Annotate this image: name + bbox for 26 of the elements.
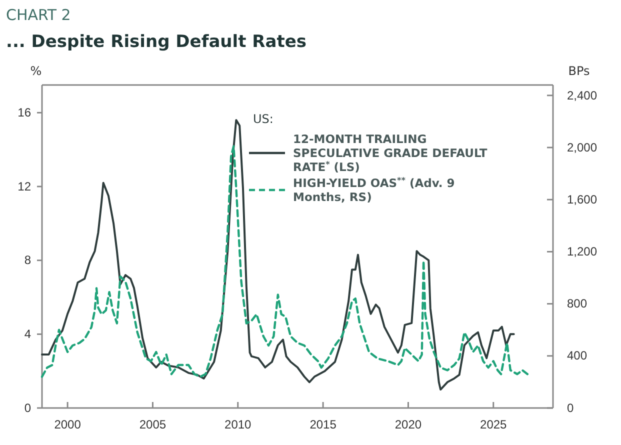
legend-label: 12-MONTH TRAILING SPECULATIVE GRADE DEFAULT RATE$^{*}$ (LS) xyxy=(293,132,488,174)
y2-tick-label: 2,000 xyxy=(567,140,598,154)
y-axis-title: % xyxy=(30,64,42,78)
y2-tick-label: 1,200 xyxy=(567,244,598,259)
y2-axis-title: BPs xyxy=(568,64,590,78)
legend-title: US: xyxy=(253,112,274,126)
y-tick-label: 16 xyxy=(18,106,32,120)
y2-tick-label: 400 xyxy=(567,348,588,363)
x-tick-label: 2025 xyxy=(480,418,508,432)
y-tick-label: 4 xyxy=(24,327,32,342)
y2-tick-label: 1,600 xyxy=(567,192,598,206)
x-tick-label: 2015 xyxy=(310,418,337,432)
x-tick-label: 2000 xyxy=(54,418,82,432)
y2-tick-label: 800 xyxy=(567,296,588,311)
x-tick-label: 2005 xyxy=(139,418,166,432)
text: HIGH-YIELD OAS$^{**}$ (Adv. 9 Months, RS) xyxy=(293,176,455,204)
y-tick-label: 8 xyxy=(24,253,32,268)
y-tick-label: 12 xyxy=(18,179,32,194)
x-tick-label: 2010 xyxy=(224,418,252,432)
x-tick-label: 2020 xyxy=(394,418,422,432)
chart-title: CHART 2 xyxy=(6,6,71,24)
y2-tick-label: 2,400 xyxy=(567,88,598,102)
line-series xyxy=(40,145,529,378)
y2-tick-label: 0 xyxy=(567,400,574,415)
chart-subtitle: ... Despite Rising Default Rates xyxy=(6,32,306,52)
y-tick-label: 0 xyxy=(24,400,32,415)
